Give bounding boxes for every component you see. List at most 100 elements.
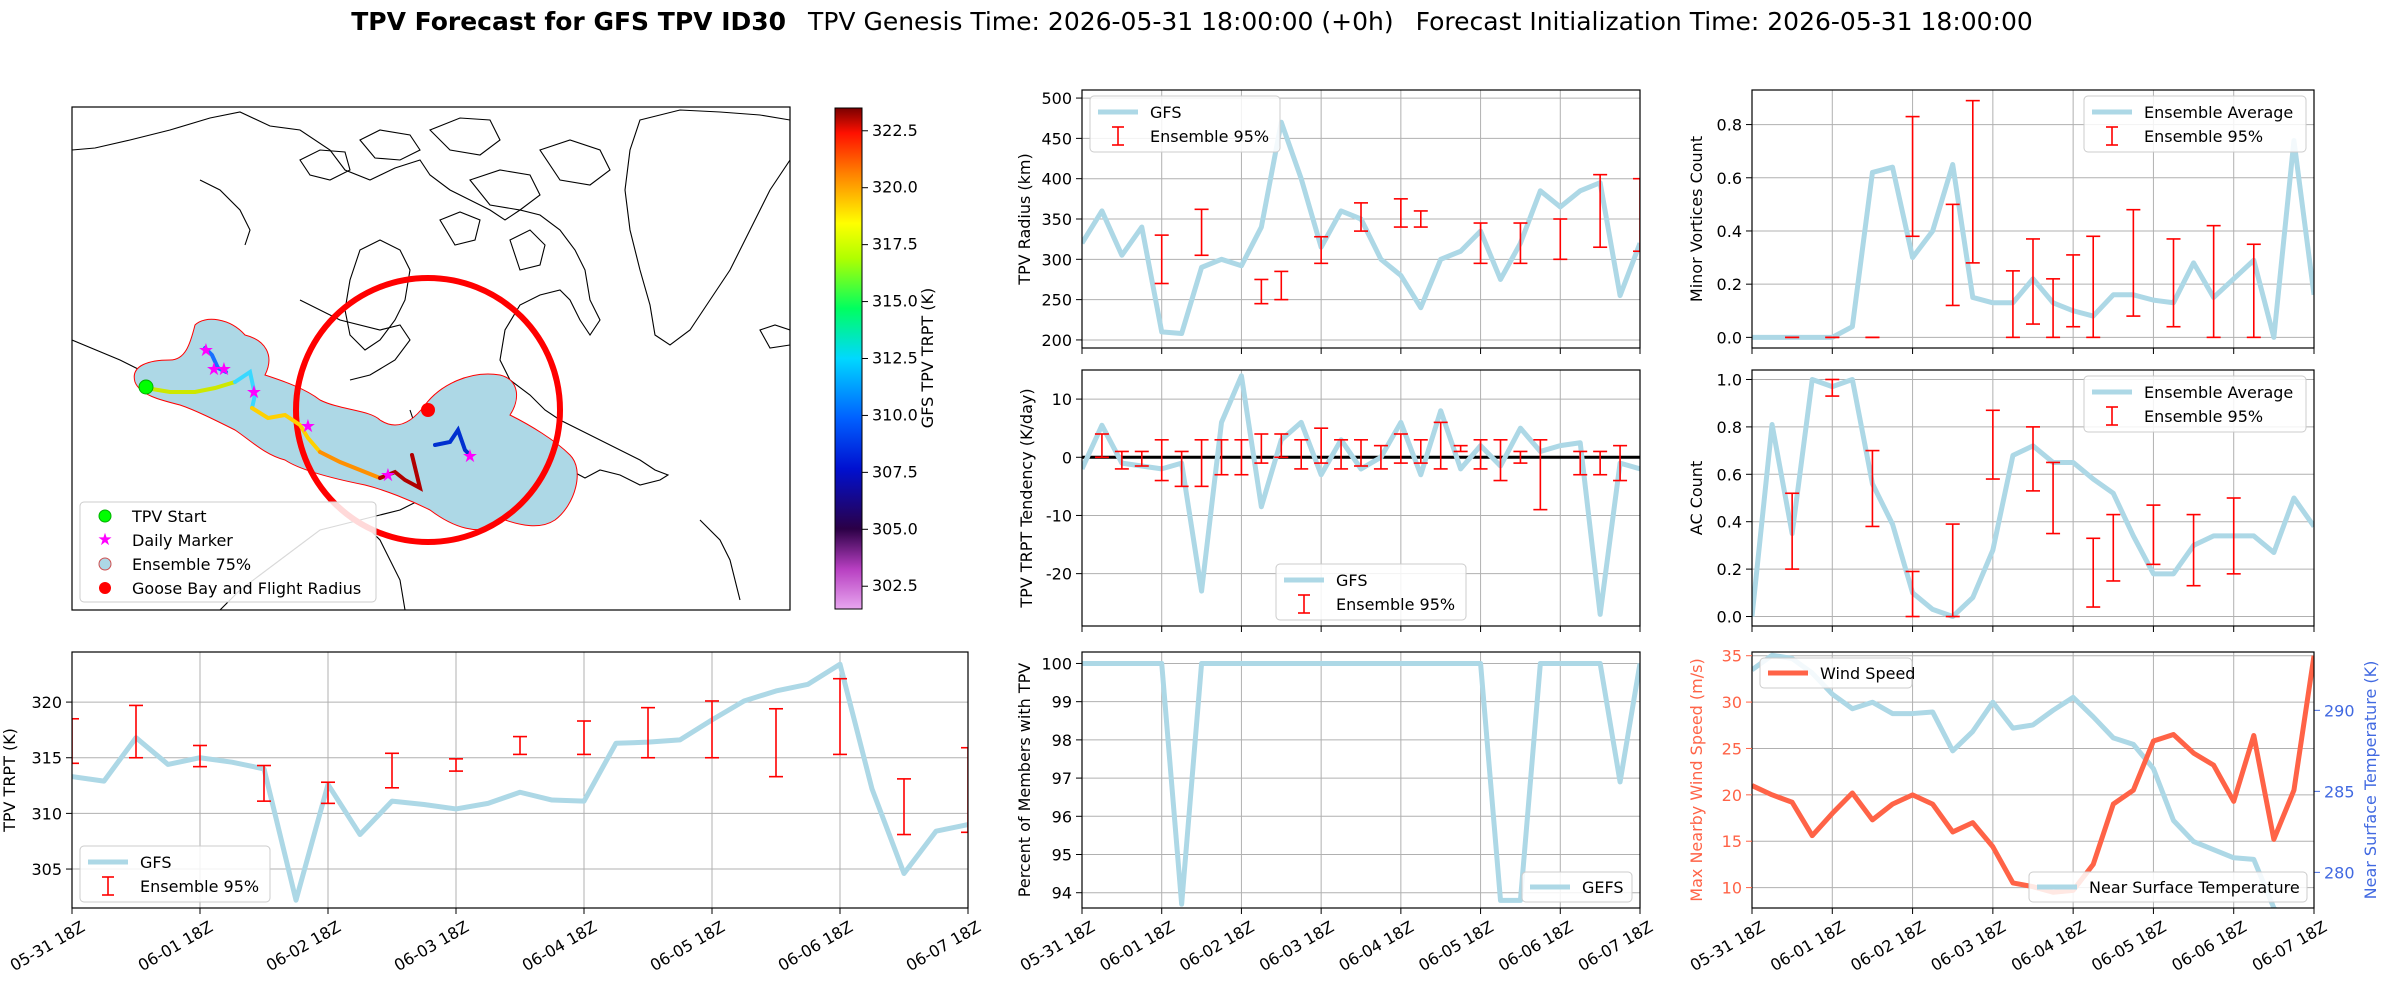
plot-content xyxy=(1082,119,1687,336)
colorbar-tick-label: 322.5 xyxy=(872,121,918,140)
errorbar xyxy=(1673,159,1687,252)
tpv-start-marker xyxy=(138,379,154,395)
tick-label-y: 10 xyxy=(1052,390,1072,409)
series-line xyxy=(1082,373,1640,617)
errorbar xyxy=(1593,173,1608,249)
tick-label-y: 97 xyxy=(1052,769,1072,788)
figure-title: TPV Forecast for GFS TPV ID30 TPV Genesis… xyxy=(351,7,2033,36)
errorbar xyxy=(641,706,655,759)
errorbar xyxy=(72,717,79,765)
colorbar-ticks: 302.5 305.0 307.5 310.0 312.5 315.0 317.5 320.0… xyxy=(862,121,918,595)
tick-label-y: 95 xyxy=(1052,846,1072,865)
tick-label-y: 35 xyxy=(1722,647,1742,666)
tick-label-x: 06-04 18Z xyxy=(1336,917,1417,975)
tick-label-y: 320 xyxy=(31,693,62,712)
svg-text:★: ★ xyxy=(198,340,214,361)
legend-label-line: Ensemble Average xyxy=(2144,383,2293,402)
tick-label-y: 250 xyxy=(1041,291,1072,310)
tick-label-y: 10 xyxy=(1722,879,1742,898)
errorbar xyxy=(1825,378,1840,397)
tick-label-y: 300 xyxy=(1041,250,1072,269)
chart-trpt: 305 310 315 320 TPV TRPT (K) 05-31 18Z 06-01 1… xyxy=(0,651,984,975)
colorbar-tick-label: 310.0 xyxy=(872,405,918,424)
errorbar xyxy=(897,778,911,836)
tick-label-y: 200 xyxy=(1041,331,1072,350)
errorbar xyxy=(1214,439,1229,476)
tick-label-x: 06-06 18Z xyxy=(2168,917,2249,975)
legend-label-temp: Near Surface Temperature xyxy=(2089,878,2300,897)
series-line xyxy=(72,661,968,903)
tick-label-y: 0 xyxy=(1062,448,1072,467)
plot-frame xyxy=(1751,651,2315,909)
tick-label-x: 06-03 18Z xyxy=(1928,917,2009,975)
tick-label-y: 98 xyxy=(1052,731,1072,750)
tick-label-y: 400 xyxy=(1041,170,1072,189)
tick-label-y: 100 xyxy=(1041,654,1072,673)
goose-bay-marker xyxy=(421,403,435,417)
errorbar xyxy=(193,744,207,768)
tick-label-y: 450 xyxy=(1041,129,1072,148)
tick-label-y: 96 xyxy=(1052,807,1072,826)
tick-label-x: 06-04 18Z xyxy=(2008,917,2089,975)
legend-label-line: GEFS xyxy=(1582,878,1624,897)
errorbar xyxy=(2026,426,2040,492)
series-line xyxy=(1082,660,1640,907)
plot-content xyxy=(1082,373,1640,617)
tick-label-x: 06-05 18Z xyxy=(1415,917,1496,975)
errorbar xyxy=(1633,177,1640,253)
tick-label-right: 290 xyxy=(2324,701,2355,720)
legend: GFS Ensemble 95% xyxy=(1275,563,1467,621)
colorbar-tick-label: 305.0 xyxy=(872,519,918,538)
errorbar xyxy=(1154,439,1169,482)
tick-label-x: 06-04 18Z xyxy=(519,917,600,975)
tick-label-y: 310 xyxy=(31,804,62,823)
colorbar-tick-label: 302.5 xyxy=(872,576,918,595)
legend: GFS Ensemble 95% xyxy=(79,845,271,903)
tick-label-x: 06-05 18Z xyxy=(2088,917,2169,975)
errorbar xyxy=(1985,409,2000,480)
errorbar xyxy=(577,720,591,756)
legend-label-line: Ensemble Average xyxy=(2144,103,2293,122)
errorbar xyxy=(449,758,463,772)
tick-label-y: 500 xyxy=(1041,89,1072,108)
tick-label-x: 06-02 18Z xyxy=(1176,917,1257,975)
tick-label-right: 280 xyxy=(2324,863,2355,882)
errorbar xyxy=(1413,439,1428,464)
tick-label-y: 0.2 xyxy=(1717,560,1742,579)
tick-label-y: 350 xyxy=(1041,210,1072,229)
chart-ac: 0.0 0.2 0.4 0.6 0.8 1.0 AC Count Ensemble Avera… xyxy=(1687,369,2315,632)
colorbar-tick-label: 320.0 xyxy=(872,178,918,197)
errorbar xyxy=(2086,537,2101,608)
axis-label-y: TPV TRPT (K) xyxy=(0,728,19,833)
errorbar xyxy=(2106,513,2121,582)
plot-content xyxy=(1752,376,2314,620)
svg-text:★: ★ xyxy=(300,416,316,437)
errorbar xyxy=(2246,243,2261,339)
legend-box xyxy=(1759,657,1913,689)
errorbar xyxy=(1905,570,1920,618)
errorbar xyxy=(1593,450,1608,476)
errorbar xyxy=(2226,497,2241,575)
tick-label-x: 06-05 18Z xyxy=(647,917,728,975)
errorbar xyxy=(769,707,783,778)
map-panel: ★ ★ ★ ★ ★ ★ ★ TPV Start ★ Daily Marker E… xyxy=(71,106,937,611)
legend: GEFS xyxy=(1521,871,1633,903)
tick-label-y: 305 xyxy=(31,860,62,879)
tick-label-x: 05-31 18Z xyxy=(1687,917,1768,975)
axis-label-y: AC Count xyxy=(1687,461,1706,535)
svg-text:★: ★ xyxy=(462,446,478,467)
legend-goose-bay: Goose Bay and Flight Radius xyxy=(132,579,361,598)
plot-frame xyxy=(71,651,969,909)
svg-text:★: ★ xyxy=(206,359,222,380)
chart-minor: 0.0 0.2 0.4 0.6 0.8 Minor Vortices Count Ensem… xyxy=(1687,89,2315,354)
chart-wind_temp: 280 285 290 Near Surface Temperature (K) 10 1… xyxy=(1687,647,2380,975)
legend-label-errorbar: Ensemble 95% xyxy=(1150,127,1269,146)
errorbar xyxy=(1393,198,1408,228)
errorbar xyxy=(1314,235,1329,265)
legend: Ensemble Average Ensemble 95% xyxy=(2083,95,2307,153)
tick-label-y: 315 xyxy=(31,749,62,768)
tick-label-y: 99 xyxy=(1052,693,1072,712)
plot-frame xyxy=(1751,369,2315,627)
legend-box xyxy=(2083,375,2307,433)
axis-label-y: Percent of Members with TPV xyxy=(1015,663,1034,897)
